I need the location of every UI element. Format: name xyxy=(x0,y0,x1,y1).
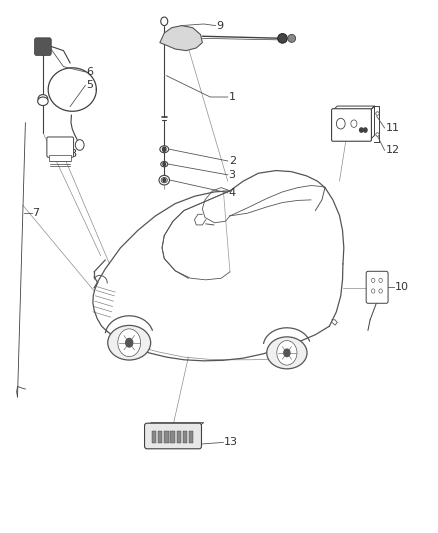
Circle shape xyxy=(163,163,166,166)
FancyBboxPatch shape xyxy=(145,423,201,449)
FancyBboxPatch shape xyxy=(47,137,74,157)
Circle shape xyxy=(364,128,367,132)
Ellipse shape xyxy=(38,95,48,102)
Circle shape xyxy=(360,128,363,132)
Bar xyxy=(183,431,187,443)
FancyBboxPatch shape xyxy=(366,271,388,303)
FancyBboxPatch shape xyxy=(49,155,71,161)
Ellipse shape xyxy=(161,161,168,167)
Circle shape xyxy=(161,17,168,26)
Circle shape xyxy=(371,278,375,282)
Text: 1: 1 xyxy=(229,92,236,102)
Ellipse shape xyxy=(278,34,287,43)
FancyBboxPatch shape xyxy=(332,109,371,141)
Bar xyxy=(158,431,162,443)
Ellipse shape xyxy=(108,325,151,360)
Circle shape xyxy=(379,289,382,293)
Circle shape xyxy=(126,338,133,347)
Ellipse shape xyxy=(288,34,296,43)
Circle shape xyxy=(163,179,166,182)
Text: 2: 2 xyxy=(229,156,236,166)
Bar xyxy=(177,431,181,443)
Text: 13: 13 xyxy=(224,438,238,447)
Bar xyxy=(189,431,193,443)
Bar xyxy=(164,431,169,443)
Text: 12: 12 xyxy=(385,146,399,155)
Ellipse shape xyxy=(267,337,307,369)
Circle shape xyxy=(371,289,375,293)
Text: 7: 7 xyxy=(32,208,39,218)
Text: 9: 9 xyxy=(216,21,223,30)
Circle shape xyxy=(277,341,297,365)
Ellipse shape xyxy=(160,146,169,152)
Circle shape xyxy=(162,147,166,151)
Ellipse shape xyxy=(159,175,170,185)
Text: 6: 6 xyxy=(86,67,93,77)
Bar xyxy=(170,431,175,443)
Ellipse shape xyxy=(161,177,167,183)
FancyBboxPatch shape xyxy=(35,38,51,55)
Text: 11: 11 xyxy=(385,123,399,133)
Text: 10: 10 xyxy=(395,282,409,292)
Text: 3: 3 xyxy=(229,170,236,180)
Ellipse shape xyxy=(38,97,48,106)
Circle shape xyxy=(284,349,290,357)
Text: 8: 8 xyxy=(69,149,76,158)
Ellipse shape xyxy=(336,118,345,129)
Text: 4: 4 xyxy=(229,188,236,198)
Polygon shape xyxy=(160,26,202,51)
Circle shape xyxy=(118,329,141,357)
Ellipse shape xyxy=(351,120,357,127)
Circle shape xyxy=(379,278,382,282)
Circle shape xyxy=(75,140,84,150)
Bar xyxy=(152,431,156,443)
Text: 5: 5 xyxy=(86,80,93,90)
